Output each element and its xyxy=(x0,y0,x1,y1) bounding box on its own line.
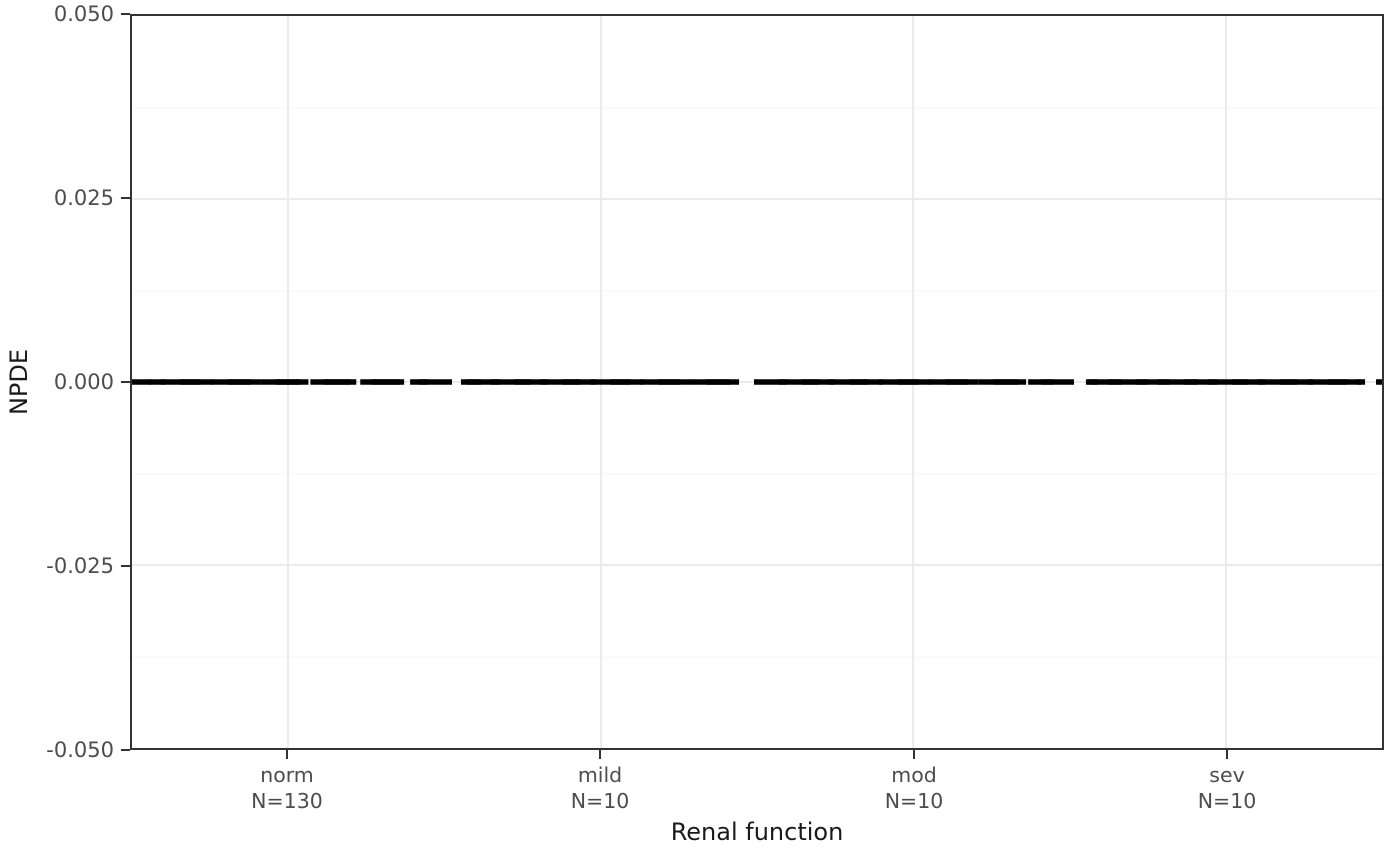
category-name: mod xyxy=(891,763,937,787)
y-tick-label: -0.025 xyxy=(46,554,114,578)
gridline-h-minor xyxy=(132,473,1382,474)
category-count: N=10 xyxy=(1197,788,1257,813)
x-tick-mark xyxy=(599,750,601,759)
category-count: N=10 xyxy=(884,788,944,813)
y-tick-mark xyxy=(121,197,130,199)
x-category-label-mild: mild N=10 xyxy=(490,763,710,815)
x-category-label-norm: norm N=130 xyxy=(177,763,397,815)
y-tick-label: 0.000 xyxy=(53,370,114,394)
y-tick-label: -0.050 xyxy=(46,738,114,762)
x-category-label-mod: mod N=10 xyxy=(804,763,1024,815)
gridline-h-minor xyxy=(132,107,1382,108)
x-category-label-sev: sev N=10 xyxy=(1117,763,1337,815)
category-name: sev xyxy=(1209,763,1245,787)
gridline-h-minor xyxy=(132,290,1382,291)
x-axis-title: Renal function xyxy=(670,818,844,846)
category-name: norm xyxy=(260,763,314,787)
x-tick-mark xyxy=(286,750,288,759)
y-tick-label: 0.025 xyxy=(53,186,114,210)
y-axis-tick-labels: 0.050 0.025 0.000 -0.025 -0.050 xyxy=(0,2,118,762)
y-tick-mark xyxy=(121,13,130,15)
y-tick-mark xyxy=(121,749,130,751)
reference-line-zero xyxy=(132,379,1382,385)
category-name: mild xyxy=(577,763,623,787)
gridline-h-major xyxy=(132,564,1382,566)
y-tick-mark xyxy=(121,565,130,567)
category-count: N=130 xyxy=(251,788,323,813)
category-count: N=10 xyxy=(570,788,630,813)
gridline-h-major xyxy=(132,198,1382,200)
gridline-h-minor xyxy=(132,656,1382,657)
x-tick-mark xyxy=(1226,750,1228,759)
plot-panel xyxy=(130,14,1384,750)
y-tick-mark xyxy=(121,381,130,383)
x-tick-mark xyxy=(913,750,915,759)
y-tick-label: 0.050 xyxy=(53,2,114,26)
